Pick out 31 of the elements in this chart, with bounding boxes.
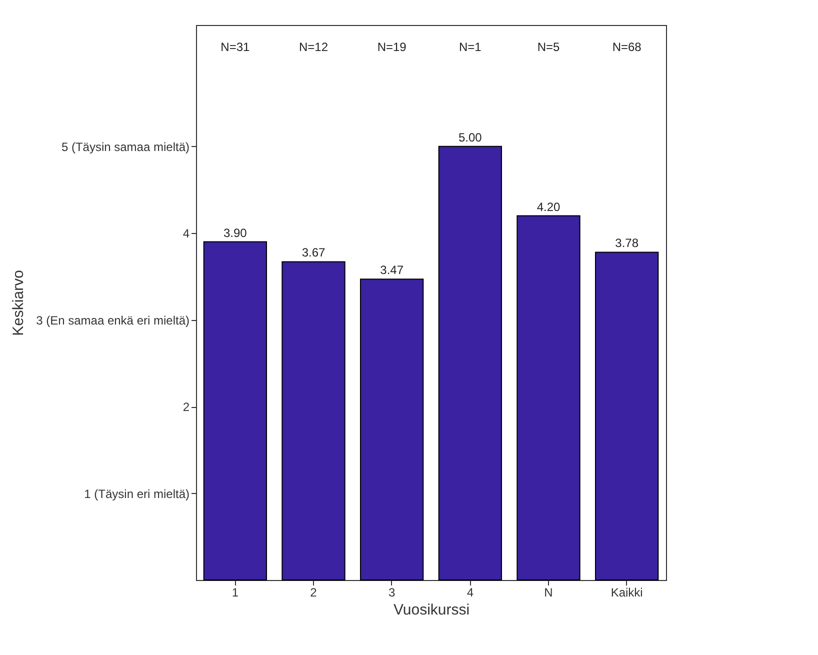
y-axis-title: Keskiarvo — [10, 270, 28, 336]
x-tick-label: 4 — [466, 586, 474, 600]
x-axis-title: Vuosikurssi — [393, 602, 470, 618]
data-label: 3.90 — [223, 226, 248, 240]
x-tick-label: 1 — [232, 586, 239, 600]
bar — [438, 146, 502, 580]
annotation: N=12 — [298, 40, 328, 54]
x-tick-label: 3 — [388, 586, 396, 600]
data-label: 3.67 — [302, 246, 326, 260]
y-tick-label: 3 (En samaa enkä eri mieltä) — [36, 313, 190, 328]
y-tick-label: 1 (Täysin eri mieltä) — [84, 486, 190, 501]
annotation: N=19 — [377, 40, 407, 54]
data-label: 4.20 — [536, 200, 560, 214]
bar — [516, 215, 580, 580]
x-tick-label: N — [544, 586, 553, 600]
annotation: N=31 — [220, 40, 250, 54]
annotation: N=5 — [537, 40, 560, 54]
y-tick-label: 5 (Täysin samaa mieltä) — [61, 140, 190, 154]
bar — [203, 241, 267, 580]
data-label: 5.00 — [458, 130, 482, 144]
y-tick-label: 2 — [182, 400, 190, 414]
data-label: 3.47 — [380, 263, 404, 278]
data-label: 3.78 — [615, 236, 639, 250]
bar — [360, 278, 424, 580]
y-tick-label: 4 — [182, 226, 190, 241]
bar — [282, 261, 346, 580]
x-tick-label: Kaikki — [610, 586, 643, 600]
x-tick-label: 2 — [310, 586, 318, 600]
bar — [595, 252, 659, 580]
annotation: N=1 — [458, 40, 482, 54]
annotation: N=68 — [612, 40, 642, 54]
